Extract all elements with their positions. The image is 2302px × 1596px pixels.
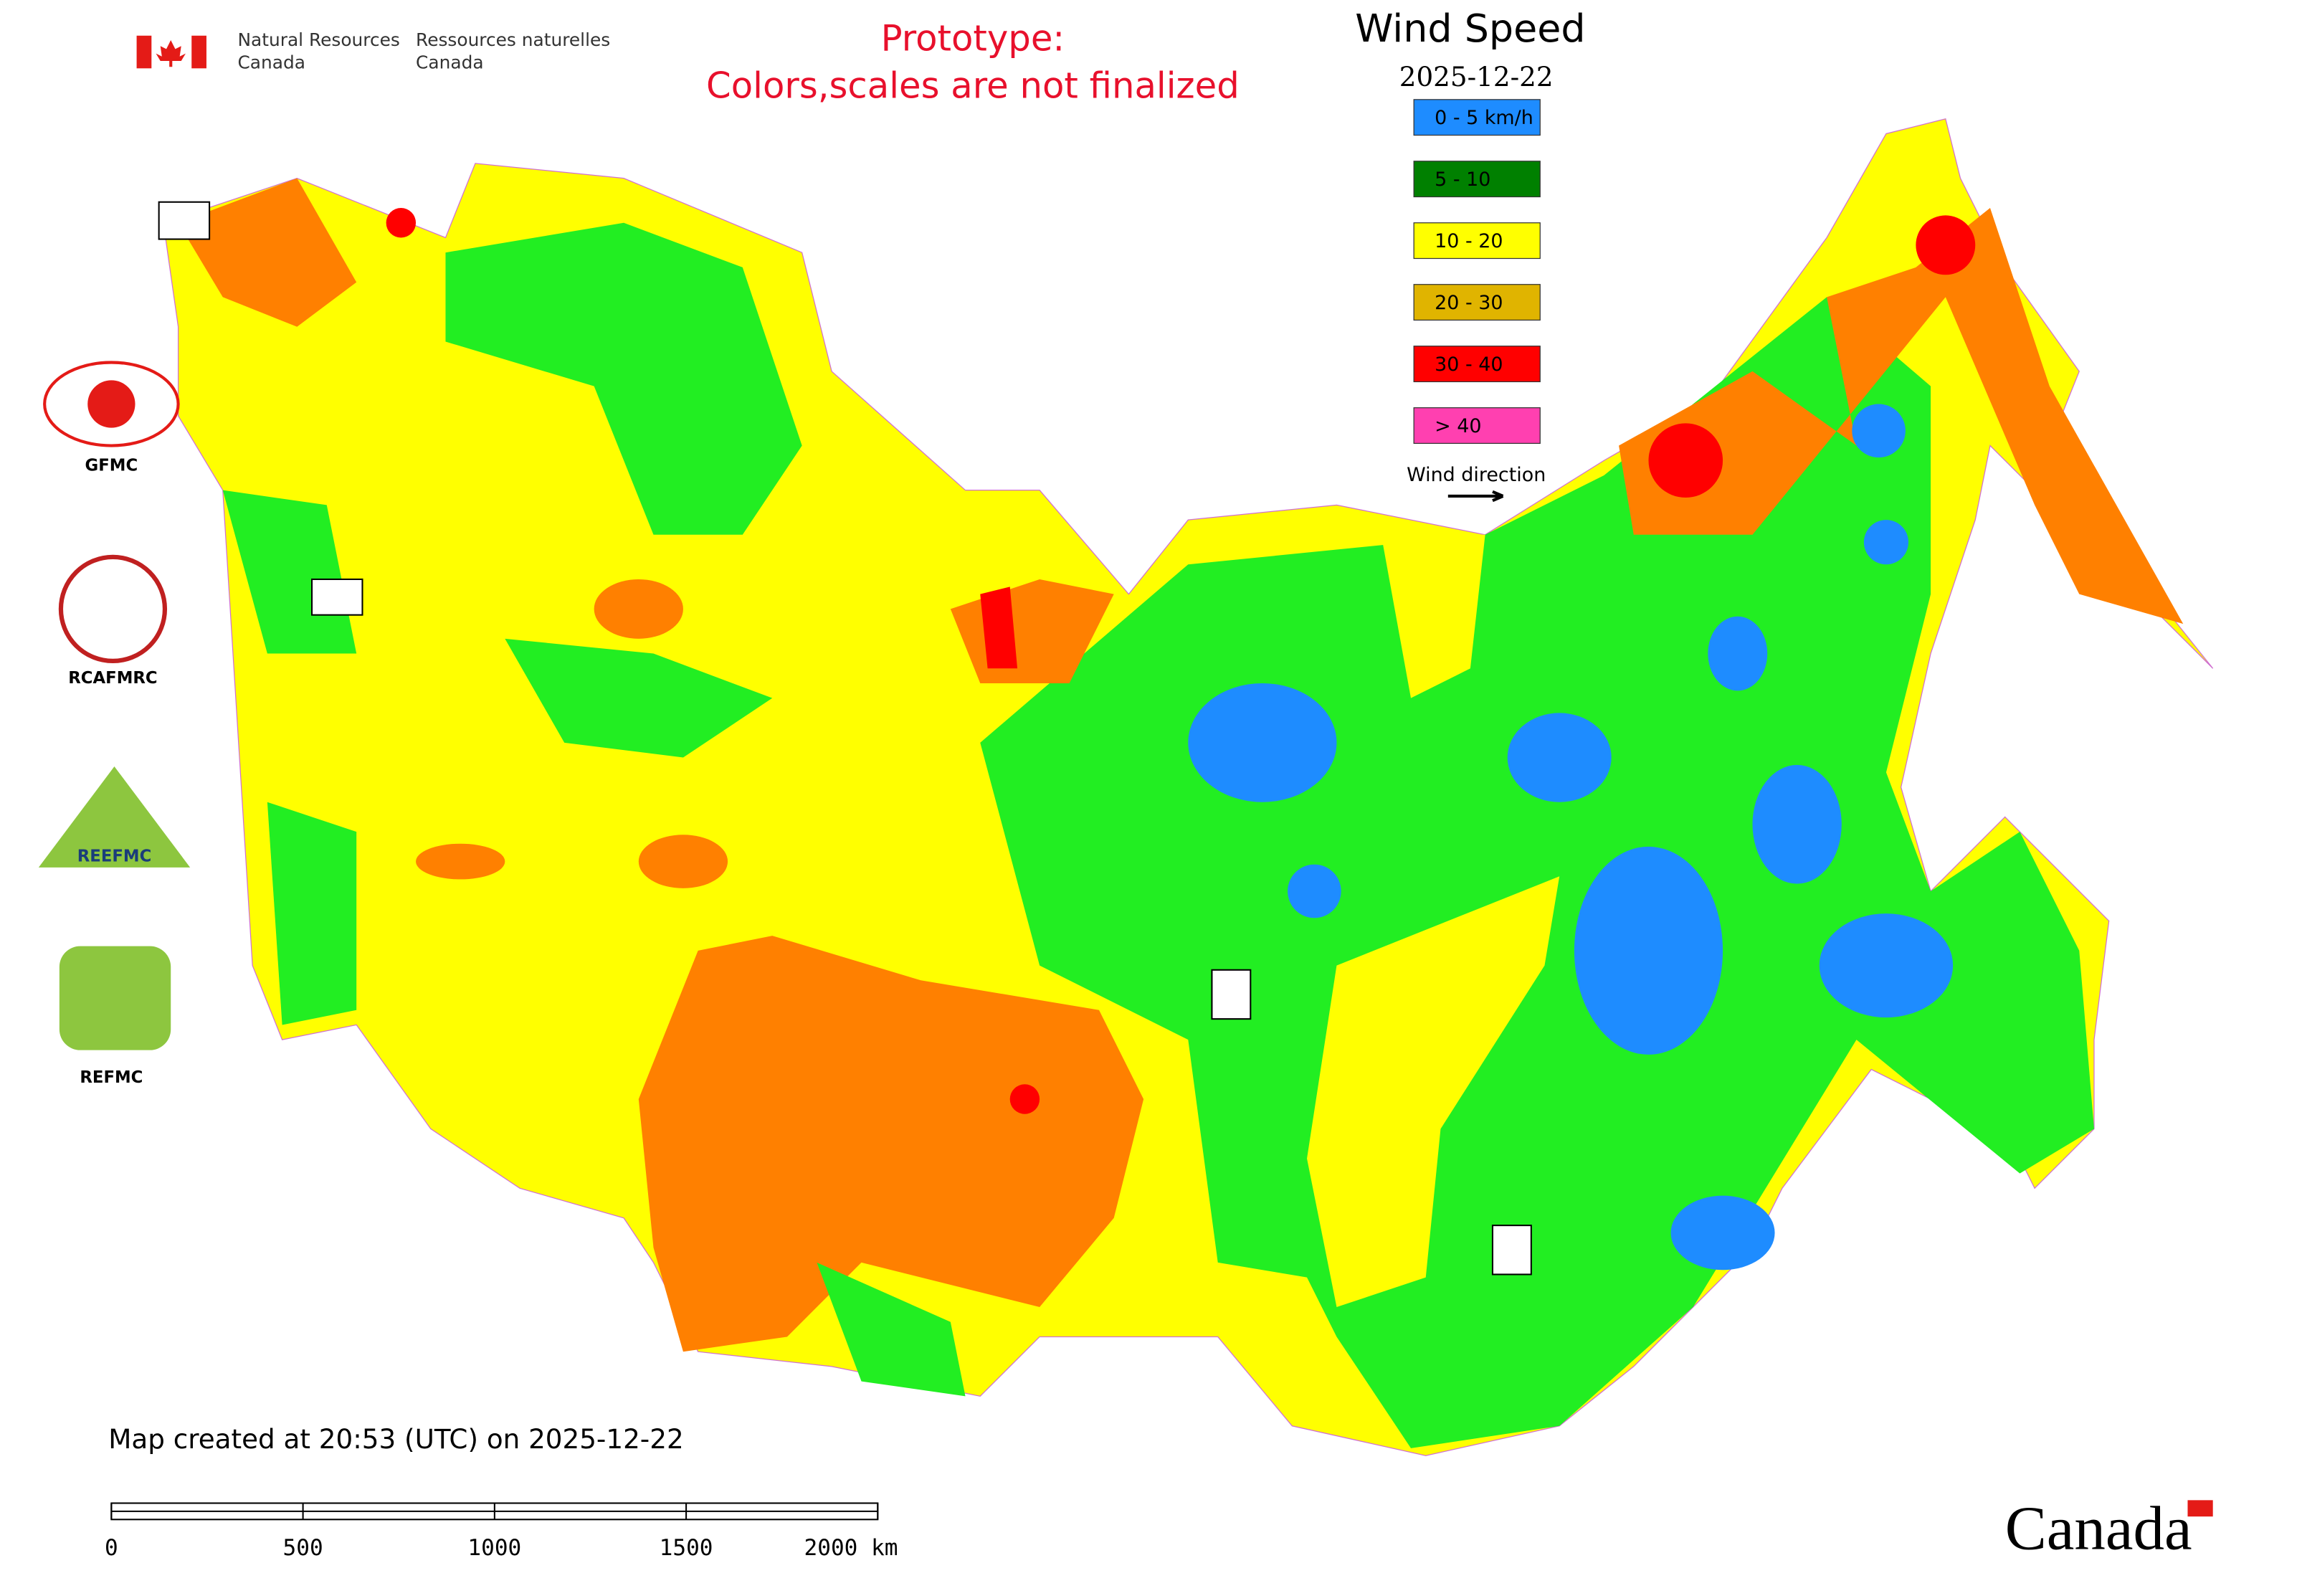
- logo: [59, 946, 171, 1050]
- region-yellow: [1307, 876, 1560, 1308]
- scale-label: 1000: [467, 1535, 521, 1561]
- region-yellow: [1381, 534, 1485, 698]
- legend: Wind Speed 2025-12-22 Wind direction 0 -…: [1355, 6, 1586, 503]
- wind-direction-label: Wind direction: [1407, 464, 1546, 486]
- region-red: [1916, 215, 1976, 275]
- dept-fr: Ressources naturelles: [416, 29, 610, 50]
- region-orange: [638, 835, 728, 888]
- logo: [58, 554, 168, 664]
- flag-bar: [136, 35, 152, 69]
- region-blue: [1708, 616, 1768, 691]
- station-marker: [1211, 969, 1252, 1020]
- legend-label: 10 - 20: [1435, 230, 1503, 252]
- region-orange: [638, 936, 1144, 1352]
- created-note: Map created at 20:53 (UTC) on 2025-12-22: [108, 1423, 683, 1455]
- dept-en: Canada: [237, 52, 305, 72]
- region-blue: [1752, 764, 1842, 884]
- flag-bar: [191, 35, 206, 69]
- scale-label: 2000 km: [804, 1535, 898, 1561]
- region-red: [386, 208, 417, 238]
- region-blue: [1670, 1195, 1775, 1270]
- wordmark-flag: [2187, 1500, 2213, 1517]
- partner-label: REEFMC: [77, 847, 152, 866]
- station-marker: [1491, 1225, 1532, 1276]
- region-orange: [1619, 208, 2184, 624]
- scale-label: 1500: [660, 1535, 713, 1561]
- legend-date: 2025-12-22: [1399, 61, 1554, 92]
- legend-label: 0 - 5 km/h: [1435, 107, 1533, 129]
- region-blue: [1574, 846, 1723, 1055]
- scale-label: 500: [283, 1535, 323, 1561]
- legend-label: 5 - 10: [1435, 168, 1490, 191]
- scale-bar: 0 500 1000 1500 2000 km: [105, 1502, 898, 1561]
- region-blue: [1819, 913, 1954, 1018]
- legend-swatch: [1413, 407, 1541, 445]
- region-blue: [1507, 713, 1612, 802]
- dept-en: Natural Resources: [237, 29, 399, 50]
- region-green: [445, 222, 802, 535]
- region-orange: [178, 178, 357, 327]
- legend-swatch: [1413, 161, 1541, 198]
- legend-title: Wind Speed: [1355, 6, 1585, 51]
- header: Natural Resources Canada Ressources natu…: [136, 17, 1240, 107]
- partner-label: GFMC: [85, 457, 138, 475]
- partner-label: REFMC: [80, 1068, 143, 1087]
- region-orange: [594, 579, 683, 639]
- wordmark: Canada: [2005, 1493, 2192, 1563]
- region-green: [505, 638, 773, 758]
- notice: Prototype:: [881, 17, 1065, 59]
- station-marker: [311, 578, 363, 616]
- partners: GFMC RCAFMRC REEFMC REFMC: [38, 361, 191, 1087]
- logo: [38, 766, 191, 868]
- region-green: [817, 1262, 966, 1397]
- scale-label: 0: [105, 1535, 118, 1561]
- logo: [43, 361, 180, 447]
- logo: [87, 380, 135, 428]
- region-blue: [1288, 864, 1341, 918]
- legend-label: 30 - 40: [1435, 353, 1503, 376]
- legend-swatch: [1413, 284, 1541, 321]
- region-red: [980, 586, 1018, 669]
- notice: Colors,scales are not finalized: [706, 65, 1240, 107]
- legend-label: 20 - 30: [1435, 292, 1503, 314]
- region-red: [1009, 1084, 1040, 1114]
- region-green: [980, 297, 2094, 1448]
- station-marker: [158, 201, 211, 240]
- legend-swatch: [1413, 346, 1541, 383]
- maple-leaf: [156, 39, 186, 67]
- region-green: [267, 802, 357, 1025]
- legend-swatch: [1413, 99, 1541, 136]
- region-blue: [1852, 404, 1906, 458]
- map: [158, 118, 2214, 1456]
- region-orange: [416, 843, 505, 880]
- wind-arrow: [1447, 490, 1504, 503]
- partner-label: RCAFMRC: [68, 669, 157, 688]
- region-blue: [1863, 520, 1909, 565]
- region-red: [1648, 423, 1723, 498]
- legend-label: > 40: [1435, 415, 1481, 437]
- legend-swatch: [1413, 222, 1541, 260]
- region-blue: [1188, 683, 1337, 802]
- dept-fr: Canada: [416, 52, 484, 72]
